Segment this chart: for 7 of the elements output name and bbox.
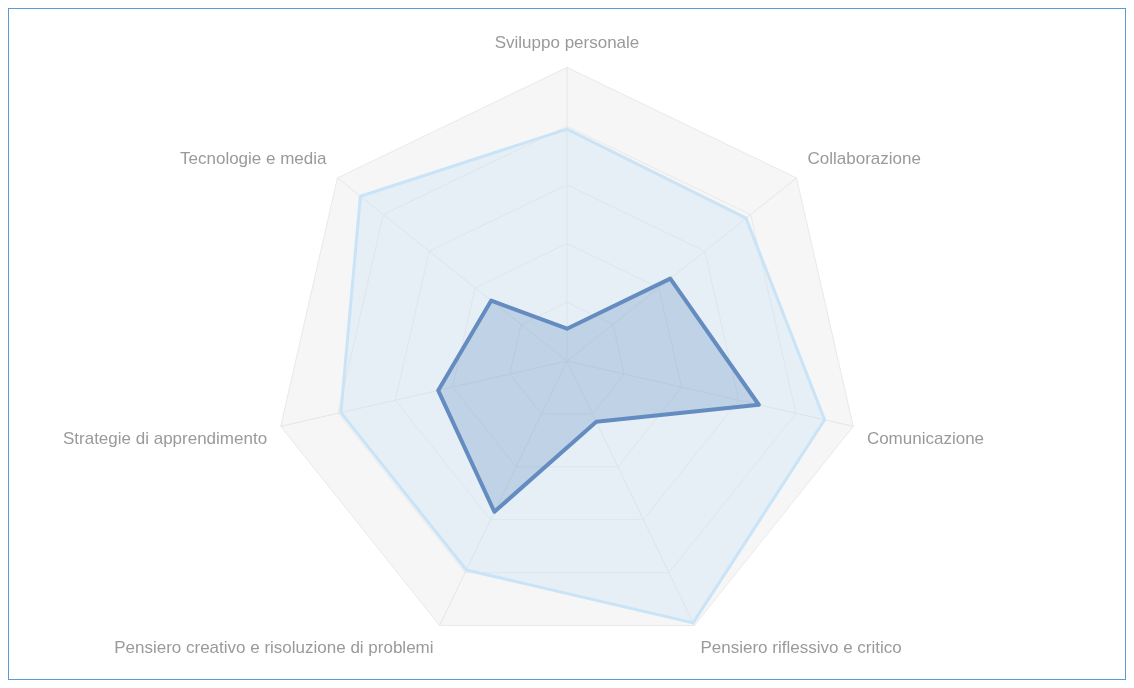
spoke-label: Pensiero creativo e risoluzione di problemi: [114, 638, 434, 658]
spoke-label: Comunicazione: [866, 429, 985, 449]
spoke-label: Collaborazione: [807, 148, 921, 168]
spoke-label: Strategie di apprendimento: [62, 429, 268, 449]
spoke-label: Pensiero riflessivo e critico: [700, 638, 902, 658]
spoke-label: Tecnologie e media: [180, 148, 328, 168]
spoke-label: Sviluppo personale: [494, 32, 640, 52]
